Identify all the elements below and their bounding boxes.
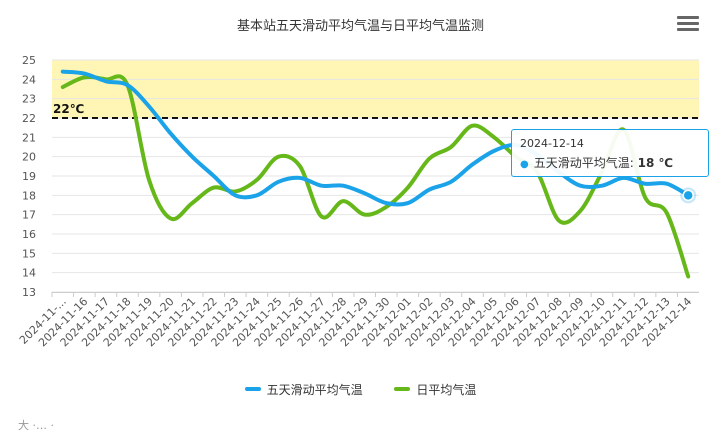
y-tick-label: 18 [22,189,36,202]
plot-band [52,60,699,118]
tooltip-date: 2024-12-14 [520,137,584,150]
chart-title: 基本站五天滑动平均气温与日平均气温监测 [236,19,484,34]
y-tick-label: 24 [22,73,36,86]
y-tick-label: 25 [22,54,36,67]
y-tick-label: 19 [22,170,36,183]
tooltip-series-label: 五天滑动平均气温: [533,156,634,170]
y-tick-label: 21 [22,131,36,144]
series-line-moving-average [60,69,691,207]
bottom-note: 大 ·… · [18,419,54,432]
tooltip-value: 18 ℃ [637,156,674,170]
y-tick-label: 15 [22,247,36,260]
legend-swatch-moving-average [244,387,261,391]
y-tick-label: 14 [22,267,36,280]
y-tick-label: 13 [22,286,36,299]
chart-tooltip: 2024-12-14 ● 五天滑动平均气温: 18 ℃ [511,129,709,177]
legend-item-moving-average[interactable]: 五天滑动平均气温 [244,381,363,398]
y-tick-label: 23 [22,93,36,106]
y-tick-label: 22 [22,112,36,125]
legend-item-daily-average[interactable]: 日平均气温 [394,381,476,398]
hover-point [682,189,694,202]
legend-swatch-daily-average [394,387,411,391]
y-tick-label: 20 [22,151,36,164]
y-tick-label: 16 [22,228,36,241]
legend-label-daily-average: 日平均气温 [416,382,477,397]
y-tick-label: 17 [22,209,36,222]
hamburger-menu-icon[interactable] [677,16,699,36]
legend-label-moving-average: 五天滑动平均气温 [266,382,363,397]
tooltip-series-dot-icon: ● [520,159,529,170]
chart-legend: 五天滑动平均气温 日平均气温 [0,380,721,398]
threshold-label: 22℃ [53,102,84,116]
series-line-daily-average [60,74,691,279]
